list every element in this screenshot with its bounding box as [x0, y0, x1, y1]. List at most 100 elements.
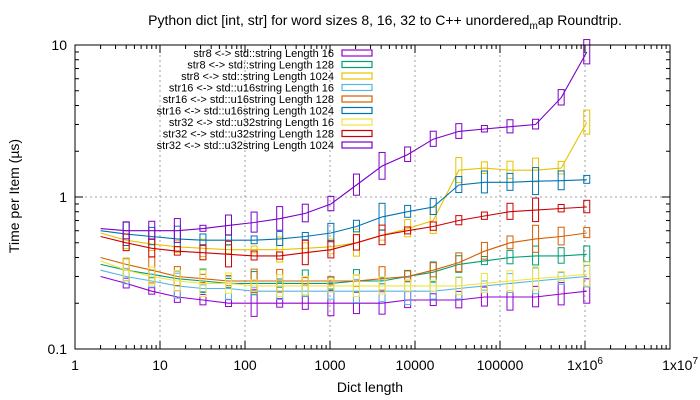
data-point — [429, 221, 437, 231]
data-point — [378, 151, 386, 180]
y-axis-label: Time per Item (µs) — [6, 139, 22, 253]
legend-item-6: str16 <-> std::u16string Length 1024 — [157, 106, 373, 118]
series-line — [100, 253, 587, 284]
data-point — [532, 167, 540, 196]
data-point — [480, 211, 488, 220]
x-tick-label: 1x107 — [662, 356, 698, 373]
series-8 — [100, 197, 591, 268]
data-point — [404, 279, 412, 292]
x-tick-label: 1000 — [314, 357, 345, 373]
data-point — [557, 226, 565, 246]
data-point — [480, 286, 488, 307]
data-point — [583, 39, 591, 65]
data-point — [532, 245, 540, 266]
legend-swatch — [341, 118, 373, 126]
y-tick-label: 1 — [59, 189, 67, 205]
data-point — [583, 199, 591, 214]
legend-swatch — [341, 72, 373, 80]
chart-title-end: ap Roundtrip. — [538, 12, 622, 28]
y-tick-label: 0.1 — [48, 341, 68, 357]
legend-item-4: str16 <-> std::u16string Length 16 — [169, 83, 373, 95]
data-point — [429, 279, 437, 292]
series-7 — [100, 258, 591, 298]
data-point — [480, 273, 488, 294]
data-point — [557, 89, 565, 106]
data-point — [199, 224, 207, 232]
data-point — [276, 206, 284, 231]
data-point — [506, 270, 514, 292]
x-tick-label: 1 — [71, 357, 79, 373]
data-point — [199, 233, 207, 247]
data-point — [455, 176, 463, 194]
data-point — [583, 278, 591, 304]
series-line — [100, 122, 588, 251]
data-point — [327, 195, 335, 212]
legend-swatch — [341, 129, 373, 138]
series-line — [100, 206, 587, 257]
series-line — [100, 232, 587, 282]
chart-title-main: Python dict [int, str] for word sizes 8,… — [148, 12, 529, 28]
data-point — [404, 204, 412, 218]
legend-label: str32 <-> std::u32string Length 1024 — [157, 140, 334, 152]
data-point — [455, 290, 463, 309]
legend-swatch — [341, 83, 373, 92]
data-point — [199, 269, 207, 298]
data-point — [199, 244, 207, 261]
data-point — [404, 146, 412, 162]
series-line — [100, 269, 587, 292]
data-point — [225, 214, 233, 236]
data-point — [276, 274, 284, 297]
legend-swatch — [341, 141, 373, 149]
legend-swatch — [341, 49, 373, 57]
data-point — [506, 202, 514, 220]
data-point — [122, 221, 130, 240]
legend-label: str16 <-> std::u16string Length 16 — [169, 83, 334, 95]
data-point — [250, 245, 258, 254]
legend-swatch — [341, 95, 373, 103]
series-layer — [100, 39, 591, 317]
data-point — [532, 224, 540, 253]
data-point — [250, 279, 258, 292]
data-point — [276, 251, 284, 260]
data-point — [404, 226, 412, 235]
legend-swatch — [341, 60, 373, 69]
data-point — [352, 274, 360, 298]
legend-item-9: str32 <-> std::u32string Length 1024 — [157, 140, 373, 152]
data-point — [557, 160, 565, 175]
data-point — [250, 250, 258, 261]
data-point — [455, 276, 463, 295]
data-point — [455, 123, 463, 139]
data-point — [506, 235, 514, 250]
series-line — [100, 275, 587, 304]
data-point — [148, 287, 156, 295]
data-point — [429, 262, 437, 278]
chart-title: Python dict [int, str] for word sizes 8,… — [148, 12, 622, 32]
legend-label: str8 <-> std::string Length 1024 — [181, 71, 334, 83]
data-point — [532, 266, 540, 291]
data-point — [276, 231, 284, 246]
data-point — [557, 204, 565, 213]
data-point — [583, 227, 591, 239]
data-point — [327, 240, 335, 259]
series-line — [100, 260, 587, 287]
data-point — [557, 271, 565, 282]
data-point — [173, 246, 181, 256]
x-tick-label: 100000 — [477, 357, 524, 373]
data-point — [301, 203, 309, 223]
data-point — [199, 293, 207, 306]
data-point — [583, 261, 591, 287]
legend-item-1: str8 <-> std::string Length 16 — [193, 48, 373, 60]
data-point — [378, 224, 386, 246]
data-point — [506, 119, 514, 134]
data-point — [557, 170, 565, 191]
legend-item-8: str32 <-> std::u32string Length 128 — [163, 129, 373, 141]
x-tick-label: 10000 — [396, 357, 435, 373]
legend-label: str8 <-> std::string Length 128 — [187, 60, 334, 72]
legend-label: str8 <-> std::string Length 16 — [193, 48, 334, 60]
legend-label: str16 <-> std::u16string Length 1024 — [157, 106, 334, 118]
data-point — [429, 198, 437, 216]
x-tick-label: 10 — [152, 357, 168, 373]
data-point — [122, 258, 130, 282]
chart-title-subscript: m — [529, 21, 537, 32]
legend-swatch — [341, 106, 373, 115]
